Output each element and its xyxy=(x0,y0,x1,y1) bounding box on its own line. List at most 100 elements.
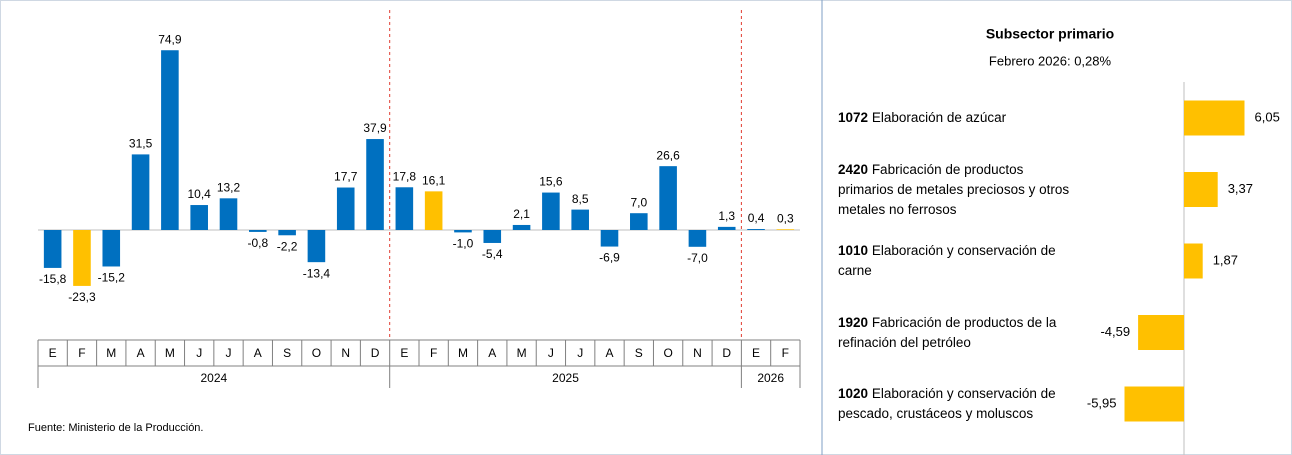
bar xyxy=(1184,100,1245,136)
chart-subtitle: Febrero 2026: 0,28% xyxy=(989,53,1112,68)
x-tick-label: J xyxy=(226,346,232,360)
data-label: 0,4 xyxy=(748,211,765,225)
category-name: Elaboración y conservación de pescado, c… xyxy=(838,386,1056,421)
category-label: 1010 Elaboración y conservación de carne xyxy=(838,241,1078,281)
bar xyxy=(161,50,179,230)
x-tick-label: M xyxy=(458,346,468,360)
data-label: -1,0 xyxy=(453,237,474,251)
bar xyxy=(1138,315,1184,350)
bar xyxy=(1124,386,1184,422)
x-tick-label: A xyxy=(254,346,262,360)
bar xyxy=(688,230,707,247)
data-label: 7,0 xyxy=(630,195,647,209)
data-label: -2,2 xyxy=(277,239,298,253)
x-tick-label: F xyxy=(78,346,85,360)
category-name: Elaboración de azúcar xyxy=(871,110,1007,125)
category-code: 1010 xyxy=(838,243,869,258)
bar xyxy=(630,213,648,230)
x-tick-label: O xyxy=(663,346,672,360)
bar xyxy=(776,229,795,230)
bar xyxy=(307,230,326,263)
bar xyxy=(102,230,121,267)
x-tick-label: E xyxy=(400,346,408,360)
bar xyxy=(483,230,502,243)
category-label: 1072 Elaboración de azúcar xyxy=(838,108,1078,128)
bar xyxy=(424,191,443,230)
category-label: 1020 Elaboración y conservación de pesca… xyxy=(838,384,1078,424)
bar xyxy=(717,226,736,230)
x-tick-label: A xyxy=(605,346,613,360)
data-label: -15,8 xyxy=(39,272,67,286)
category-label: 1920 Fabricación de productos de la refi… xyxy=(838,313,1078,353)
bar xyxy=(659,166,677,230)
data-label: 26,6 xyxy=(656,148,680,162)
data-label: -5,4 xyxy=(482,247,503,261)
bar xyxy=(747,229,765,230)
bar xyxy=(395,187,414,230)
x-tick-label: M xyxy=(165,346,175,360)
data-label: 3,37 xyxy=(1228,181,1253,196)
category-code: 1072 xyxy=(838,110,869,125)
data-label: 74,9 xyxy=(158,32,182,46)
data-label: -23,3 xyxy=(68,290,96,304)
bar xyxy=(542,192,560,230)
category-name: Fabricación de productos primarios de me… xyxy=(838,161,1070,217)
x-tick-label: A xyxy=(137,346,145,360)
x-tick-label: F xyxy=(782,346,789,360)
data-label: 2,1 xyxy=(513,207,530,221)
bar xyxy=(43,230,62,268)
x-tick-label: F xyxy=(430,346,437,360)
group-label: 2025 xyxy=(552,371,579,385)
bar xyxy=(512,224,531,230)
bar xyxy=(366,139,384,230)
data-label: 16,1 xyxy=(422,174,446,188)
bar xyxy=(190,205,208,230)
group-label: 2026 xyxy=(757,371,784,385)
group-label: 2024 xyxy=(200,371,227,385)
x-tick-label: J xyxy=(548,346,554,360)
bar xyxy=(278,230,296,236)
bar xyxy=(73,230,91,286)
x-tick-label: A xyxy=(488,346,496,360)
category-label: 2420 Fabricación de productos primarios … xyxy=(838,160,1078,220)
data-label: 37,9 xyxy=(363,121,387,135)
data-label: -0,8 xyxy=(247,236,268,250)
bar xyxy=(336,187,355,230)
source-note: Fuente: Ministerio de la Producción. xyxy=(28,422,203,434)
bar xyxy=(571,209,589,230)
x-tick-label: E xyxy=(752,346,760,360)
x-tick-label: M xyxy=(106,346,116,360)
data-label: 1,3 xyxy=(718,209,735,223)
x-tick-label: S xyxy=(635,346,643,360)
data-label: 1,87 xyxy=(1213,252,1238,267)
x-tick-label: D xyxy=(371,346,380,360)
data-label: 0,3 xyxy=(777,211,794,225)
bar xyxy=(131,154,150,230)
data-label: 17,7 xyxy=(334,170,358,184)
x-tick-label: O xyxy=(312,346,321,360)
data-label: 31,5 xyxy=(129,137,153,151)
x-tick-label: S xyxy=(283,346,291,360)
category-code: 1920 xyxy=(838,314,869,330)
data-label: -13,4 xyxy=(303,266,331,280)
bar xyxy=(454,230,472,233)
bar xyxy=(1184,243,1203,279)
bar xyxy=(219,198,238,230)
data-label: 17,8 xyxy=(393,169,417,183)
data-label: -4,59 xyxy=(1100,324,1130,339)
bar xyxy=(600,230,619,247)
category-name: Elaboración y conservación de carne xyxy=(838,243,1056,278)
category-code: 2420 xyxy=(838,161,869,177)
data-label: 6,05 xyxy=(1255,109,1280,124)
chart-title: Subsector primario xyxy=(986,26,1114,42)
data-label: 13,2 xyxy=(217,180,241,194)
bar xyxy=(249,230,267,232)
x-tick-label: J xyxy=(577,346,583,360)
data-label: 15,6 xyxy=(539,175,563,189)
data-label: -7,0 xyxy=(687,251,708,265)
data-label: -5,95 xyxy=(1087,395,1117,410)
x-tick-label: M xyxy=(517,346,527,360)
data-label: -6,9 xyxy=(599,251,620,265)
data-label: -15,2 xyxy=(98,271,126,285)
